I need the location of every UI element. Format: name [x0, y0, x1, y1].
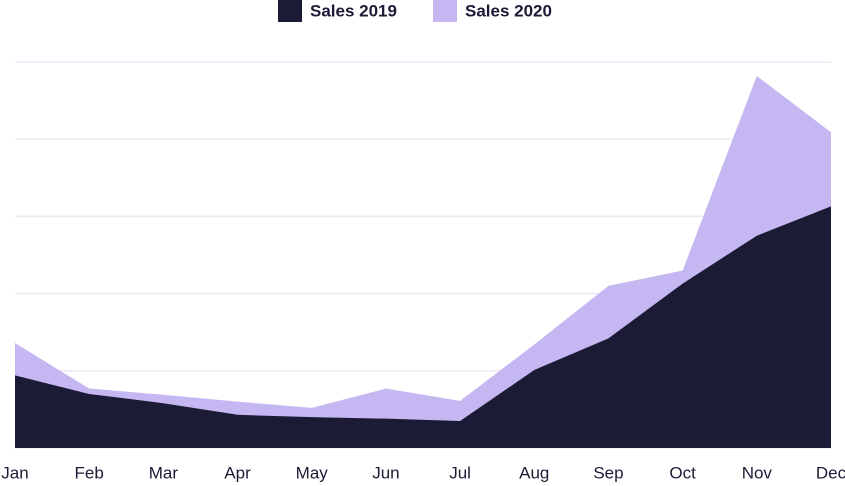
- x-tick-label: May: [296, 463, 329, 482]
- area: [15, 206, 831, 448]
- x-tick-label: Aug: [519, 463, 549, 482]
- x-tick-label: Jun: [372, 463, 399, 482]
- x-tick-label: Oct: [669, 463, 696, 482]
- x-tick-label: Dec: [816, 463, 845, 482]
- x-tick-label: Feb: [75, 463, 104, 482]
- legend-swatch: [433, 0, 457, 22]
- legend-label: Sales 2019: [310, 1, 397, 20]
- x-tick-label: Mar: [149, 463, 179, 482]
- x-tick-label: Nov: [742, 463, 773, 482]
- x-tick-label: Jul: [449, 463, 471, 482]
- legend-label: Sales 2020: [465, 1, 552, 20]
- x-tick-label: Jan: [1, 463, 28, 482]
- legend-swatch: [278, 0, 302, 22]
- x-tick-label: Sep: [593, 463, 623, 482]
- x-tick-label: Apr: [224, 463, 251, 482]
